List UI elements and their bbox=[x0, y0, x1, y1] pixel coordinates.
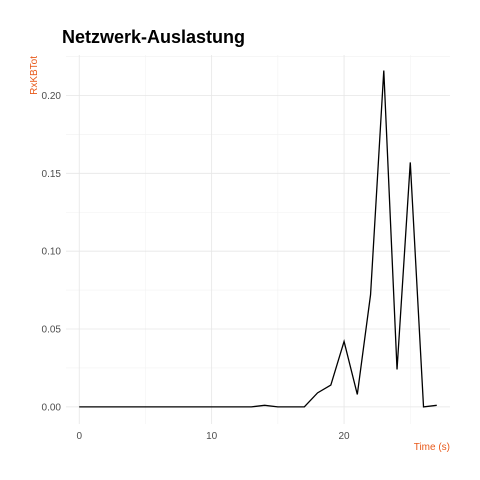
x-tick-label: 0 bbox=[76, 431, 82, 442]
y-axis-ticks: 0.00 0.05 0.10 0.15 0.20 bbox=[42, 91, 62, 413]
series-line bbox=[79, 70, 437, 408]
minor-gridlines bbox=[66, 55, 450, 424]
x-axis-label: Time (s) bbox=[414, 442, 450, 453]
y-tick-label: 0.20 bbox=[42, 91, 62, 102]
x-tick-label: 10 bbox=[206, 431, 218, 442]
chart-title: Netzwerk-Auslastung bbox=[62, 27, 245, 47]
x-axis-ticks: 0 10 20 bbox=[76, 431, 350, 442]
y-axis-label: RxKBTot bbox=[29, 56, 40, 95]
x-tick-label: 20 bbox=[339, 431, 351, 442]
y-tick-label: 0.05 bbox=[42, 325, 62, 336]
y-tick-label: 0.10 bbox=[42, 247, 62, 258]
major-gridlines bbox=[66, 55, 450, 424]
y-tick-label: 0.00 bbox=[42, 402, 62, 413]
y-tick-label: 0.15 bbox=[42, 169, 62, 180]
